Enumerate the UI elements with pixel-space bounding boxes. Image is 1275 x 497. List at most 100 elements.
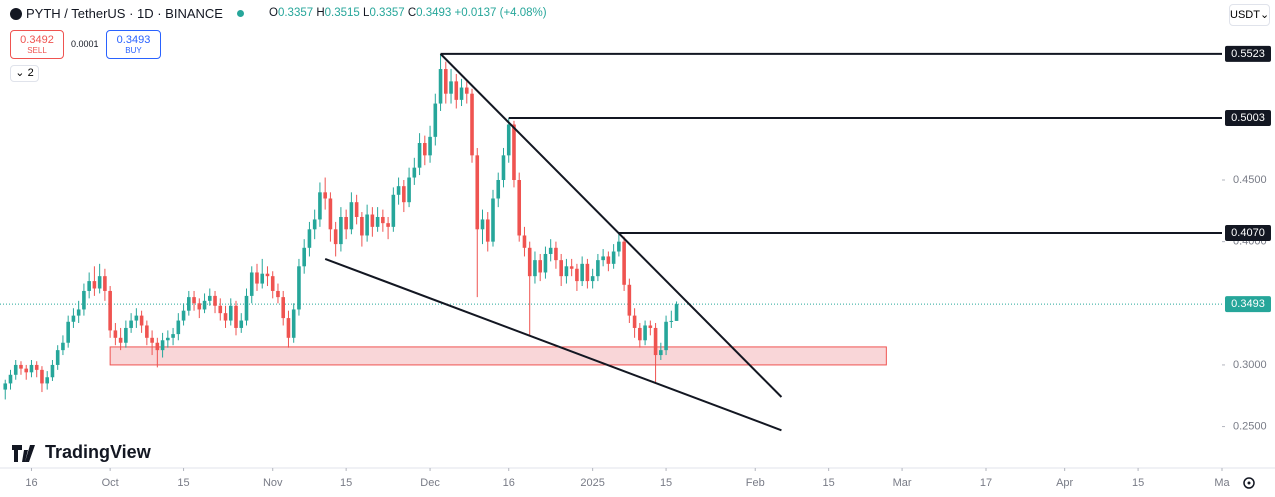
candle-body [443,69,448,94]
x-tick-label: 15 [660,477,672,489]
candle-body [585,263,590,282]
candle-body [76,309,81,316]
candle-body [270,276,275,291]
candle-body [417,143,422,168]
candle-body [333,229,338,245]
x-tick-label: Feb [746,477,765,489]
candle-body [643,325,647,341]
candle-body [312,219,317,230]
x-tick-label: 16 [25,477,37,489]
candle-body [506,124,511,156]
candle-body [428,136,432,156]
candle-body [113,330,118,338]
candle-body [354,202,359,217]
y-tick-label: 0.4500 [1233,174,1267,186]
candle-body [365,214,369,236]
x-tick-label: Apr [1056,477,1073,489]
label: O [269,7,278,19]
candle-body [19,364,23,369]
candle-body [187,297,191,311]
candle-body [601,256,605,261]
candle-body [659,350,663,356]
currency-select[interactable]: USDT⌄ [1229,4,1270,26]
label: L [363,7,370,19]
candle-body [124,327,128,343]
candle-body [527,247,532,277]
candle-body [82,290,86,310]
candle-body [606,256,611,264]
change: +0.0137 (+4.08%) [454,7,547,19]
candle-body [29,364,34,373]
symbol: PYTH / TetherUS · 1D · BINANCE [10,6,258,21]
candle-body [339,216,343,245]
buy-label: BUY [125,46,142,55]
candle-body [674,304,679,321]
candle-body [66,321,70,343]
candle-body [249,272,254,296]
last-price-box [1225,296,1271,313]
candle-body [92,281,97,289]
candle-body [470,93,474,156]
value: 0.3493 [416,7,452,19]
level-label: 0.5523 [1231,48,1265,60]
label: C [407,7,417,19]
candle-body [323,192,327,199]
candle-body [375,216,380,227]
candle-body [244,295,249,321]
candle-body [522,235,527,248]
candle-body [622,241,626,285]
candle-body [407,177,411,203]
indicators-toggle[interactable]: ⌄ 2 [10,65,39,82]
candle-body [459,87,464,100]
candle-body [360,216,364,236]
candle-body [286,318,291,338]
candle-body [449,81,453,94]
candle-body [423,143,427,156]
candle-body [50,364,55,378]
candle-body [118,337,123,343]
candle-body [575,268,579,282]
settings-icon[interactable] [1243,477,1255,489]
candle-body [150,337,154,343]
candle-body [349,202,354,230]
candle-body [596,260,600,277]
candle-body [145,325,149,338]
candle-body [34,364,39,370]
buy-button[interactable]: 0.3493 BUY [106,30,161,59]
ohlc-legend: O0.3357 H0.3515 L0.3357 C0.3493 +0.0137 … [269,7,547,19]
sell-button[interactable]: 0.3492 SELL [10,30,64,59]
label: H [316,7,325,19]
candle-body [197,303,202,310]
candle-body [234,305,238,328]
candle-body [302,247,306,267]
candle-body [328,198,333,230]
candle-body [155,342,160,351]
candle-body [438,69,443,104]
candle-body [564,266,569,277]
candle-body [40,369,44,384]
candle-body [627,284,632,316]
trendline [324,257,782,432]
candle-body [464,87,469,94]
x-tick-label: Nov [263,477,283,489]
candle-body [108,290,112,331]
candle-body [181,310,186,321]
candle-body [402,186,406,203]
x-tick-label: Mar [893,477,912,489]
candle-body [485,219,490,242]
candle-body [24,368,29,373]
candle-body [139,315,144,326]
candle-body [260,273,265,284]
candle-body [213,295,217,306]
y-tick-label: 0.2500 [1233,420,1267,432]
buy-price: 0.3493 [116,34,151,46]
candle-body [61,342,65,351]
symbol-icon [10,8,22,20]
candle-body [543,253,548,273]
candle-body [134,315,139,321]
candle-body [8,374,13,384]
x-tick-label: 2025 [580,477,604,489]
candle-body [480,219,485,230]
x-tick-label: 15 [177,477,189,489]
brand: TradingView [45,442,152,462]
